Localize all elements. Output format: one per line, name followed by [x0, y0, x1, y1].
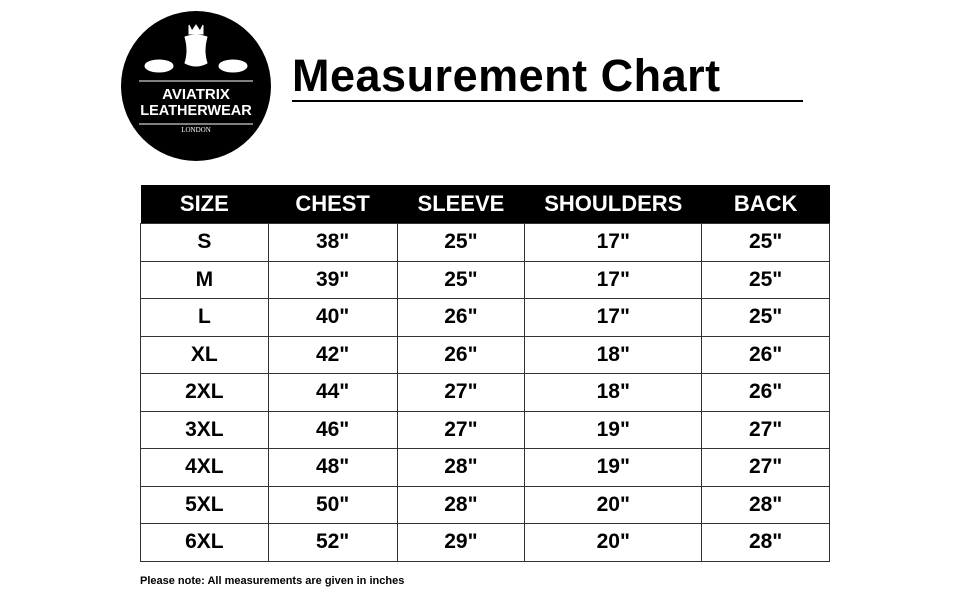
cell-chest: 42": [267, 335, 398, 374]
bull-right-icon: [218, 59, 248, 73]
cell-sleeve: 25": [396, 223, 526, 262]
cell-chest: 48": [267, 448, 398, 487]
header-sleeve: SLEEVE: [397, 185, 525, 224]
brand-logo: AVIATRIX LEATHERWEAR LONDON: [121, 11, 271, 161]
cell-size: XL: [140, 335, 269, 374]
cell-size: 2XL: [140, 373, 269, 412]
table-row: 3XL 46" 27" 19" 27": [140, 410, 830, 449]
table-row: L 40" 26" 17" 25": [140, 298, 830, 337]
logo-line1: AVIATRIX: [162, 86, 230, 103]
table-row: M 39" 25" 17" 25": [140, 260, 830, 299]
cell-sleeve: 27": [396, 410, 526, 449]
header-back: BACK: [701, 185, 830, 224]
cell-chest: 50": [267, 485, 398, 524]
bull-left-icon: [144, 59, 174, 73]
cell-sleeve: 29": [396, 523, 526, 562]
cell-back: 26": [701, 335, 830, 374]
cell-shoulders: 20": [524, 523, 703, 562]
cell-chest: 52": [267, 523, 398, 562]
cell-chest: 39": [267, 260, 398, 299]
cell-sleeve: 28": [396, 448, 526, 487]
cell-size: 5XL: [140, 485, 269, 524]
cell-chest: 38": [267, 223, 398, 262]
cell-shoulders: 19": [524, 410, 703, 449]
cell-back: 25": [701, 298, 830, 337]
page-title: Measurement Chart: [292, 52, 803, 102]
cell-sleeve: 25": [396, 260, 526, 299]
table-row: S 38" 25" 17" 25": [140, 223, 830, 262]
cell-size: 6XL: [140, 523, 269, 562]
cell-size: 4XL: [140, 448, 269, 487]
cell-size: M: [140, 260, 269, 299]
cell-chest: 40": [267, 298, 398, 337]
cell-size: L: [140, 298, 269, 337]
cell-sleeve: 26": [396, 298, 526, 337]
cell-shoulders: 17": [524, 260, 703, 299]
cell-shoulders: 17": [524, 223, 703, 262]
cell-back: 28": [701, 523, 830, 562]
cell-back: 25": [701, 223, 830, 262]
cell-back: 28": [701, 485, 830, 524]
cell-shoulders: 18": [524, 335, 703, 374]
cell-back: 26": [701, 373, 830, 412]
cell-sleeve: 28": [396, 485, 526, 524]
shield-icon: [184, 34, 208, 67]
cell-size: 3XL: [140, 410, 269, 449]
table-row: 6XL 52" 29" 20" 28": [140, 523, 830, 562]
cell-back: 27": [701, 410, 830, 449]
cell-shoulders: 19": [524, 448, 703, 487]
table-row: XL 42" 26" 18" 26": [140, 335, 830, 374]
table-row: 5XL 50" 28" 20" 28": [140, 485, 830, 524]
crown-icon: [188, 24, 204, 35]
logo-line2: LEATHERWEAR: [140, 103, 252, 119]
cell-back: 27": [701, 448, 830, 487]
cell-size: S: [140, 223, 269, 262]
cell-shoulders: 20": [524, 485, 703, 524]
cell-back: 25": [701, 260, 830, 299]
cell-shoulders: 17": [524, 298, 703, 337]
cell-sleeve: 27": [396, 373, 526, 412]
table-header-row: SIZE CHEST SLEEVE SHOULDERS BACK: [140, 185, 830, 224]
header-chest: CHEST: [268, 185, 397, 224]
footnote: Please note: All measurements are given …: [140, 575, 405, 587]
logo-emblem-icon: [139, 24, 253, 125]
table-row: 2XL 44" 27" 18" 26": [140, 373, 830, 412]
cell-chest: 46": [267, 410, 398, 449]
cell-sleeve: 26": [396, 335, 526, 374]
table-row: 4XL 48" 28" 19" 27": [140, 448, 830, 487]
cell-chest: 44": [267, 373, 398, 412]
logo-line3: LONDON: [181, 126, 211, 134]
cell-shoulders: 18": [524, 373, 703, 412]
header-shoulders: SHOULDERS: [524, 185, 702, 224]
measurement-table: SIZE CHEST SLEEVE SHOULDERS BACK S 38" 25"…: [140, 185, 830, 562]
header-size: SIZE: [140, 185, 269, 224]
